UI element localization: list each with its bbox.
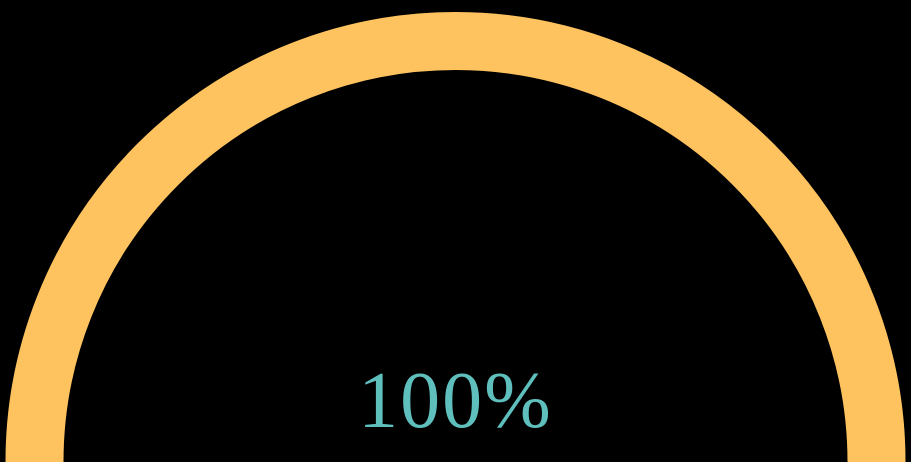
gauge-progress-arc xyxy=(5,12,906,462)
gauge-percentage-label: 100% xyxy=(358,357,553,445)
